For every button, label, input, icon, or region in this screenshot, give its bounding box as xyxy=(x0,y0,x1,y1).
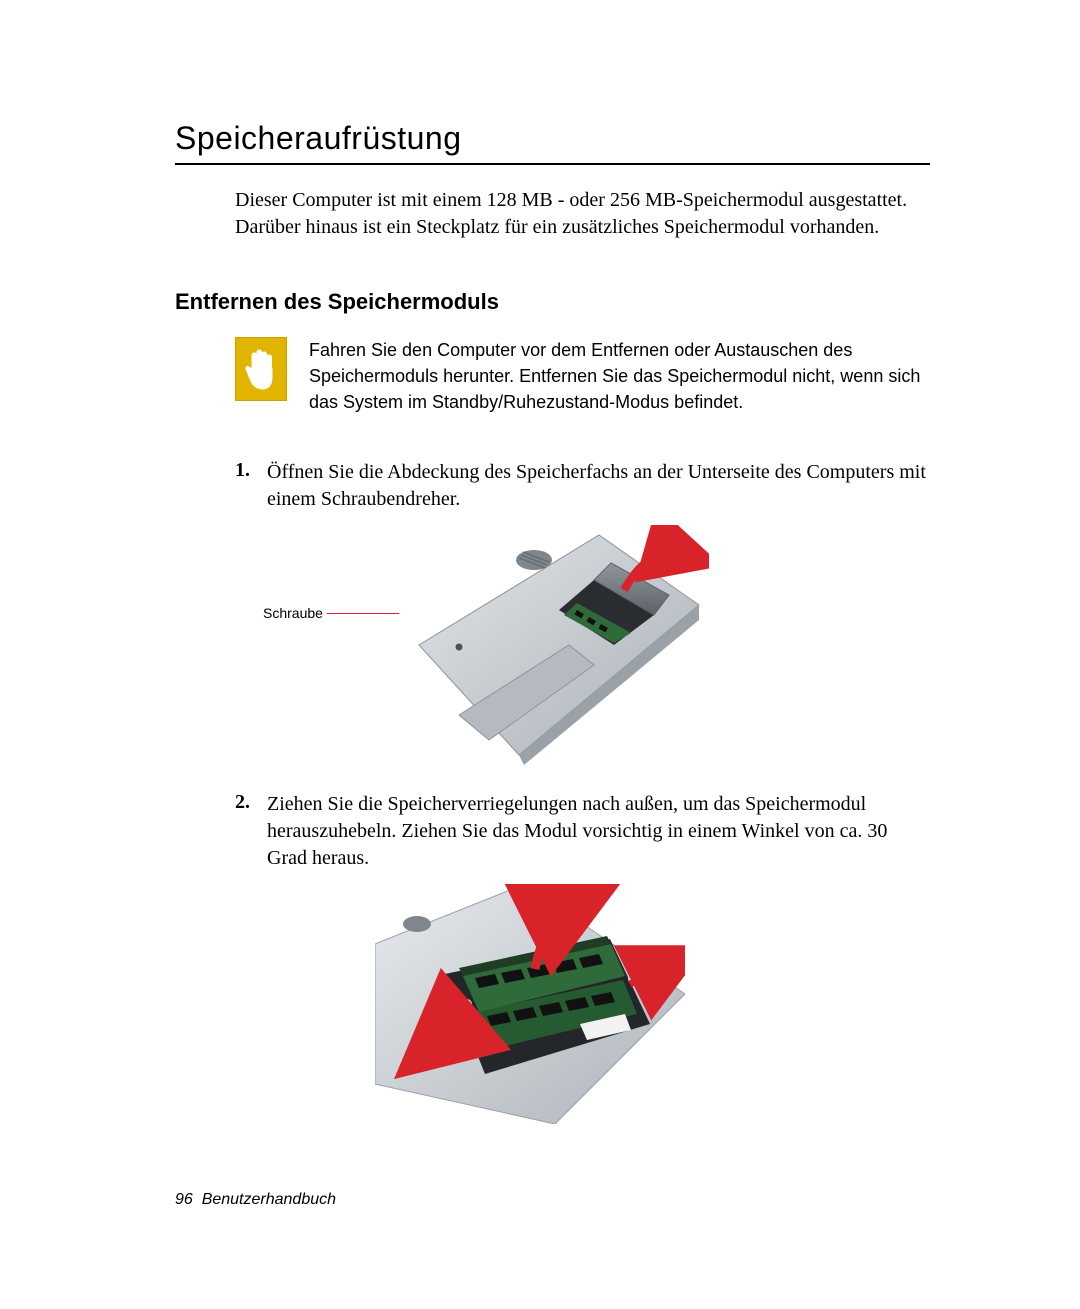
step-2: 2. Ziehen Sie die Speicherverriegelungen… xyxy=(235,791,930,872)
warning-callout: Fahren Sie den Computer vor dem Entferne… xyxy=(235,337,930,415)
figure-2-illustration xyxy=(375,884,685,1124)
figure-1-label: Schraube xyxy=(263,605,323,621)
warning-text: Fahren Sie den Computer vor dem Entferne… xyxy=(309,337,930,415)
step-text: Öffnen Sie die Abdeckung des Speicherfac… xyxy=(267,459,930,513)
section-title: Speicheraufrüstung xyxy=(175,120,930,157)
step-number: 2. xyxy=(235,791,267,872)
intro-paragraph: Dieser Computer ist mit einem 128 MB - o… xyxy=(235,187,930,241)
figure-1-illustration xyxy=(399,525,709,765)
page-footer: 96 Benutzerhandbuch xyxy=(175,1191,336,1209)
step-1: 1. Öffnen Sie die Abdeckung des Speicher… xyxy=(235,459,930,513)
figure-2 xyxy=(375,884,930,1129)
footer-label: Benutzerhandbuch xyxy=(202,1191,336,1208)
title-rule xyxy=(175,163,930,165)
stop-hand-icon xyxy=(235,337,287,401)
step-number: 1. xyxy=(235,459,267,513)
figure-1: Schraube xyxy=(263,525,930,765)
page-number: 96 xyxy=(175,1191,193,1208)
figure-1-leader-line xyxy=(327,613,399,614)
subheading: Entfernen des Speichermoduls xyxy=(175,289,930,315)
step-text: Ziehen Sie die Speicherverriegelungen na… xyxy=(267,791,930,872)
